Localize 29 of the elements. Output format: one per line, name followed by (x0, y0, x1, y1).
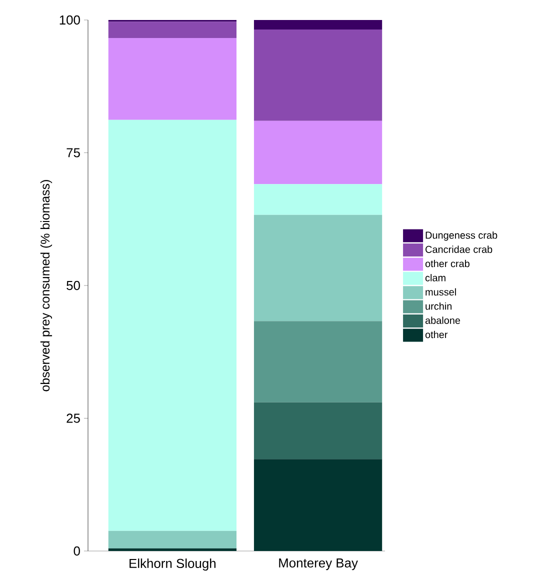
y-tick-label: 25 (66, 414, 80, 423)
bar (254, 30, 382, 121)
x-tick-label: Monterey Bay (279, 558, 358, 570)
legend-label: mussel (426, 288, 456, 296)
y-tick-label: 0 (74, 546, 80, 556)
bar (108, 38, 236, 120)
bar (108, 548, 236, 551)
bar (108, 530, 236, 548)
bar (108, 120, 236, 531)
bar (254, 321, 382, 402)
legend-label: urchin (426, 302, 452, 310)
legend-label: other (425, 330, 448, 338)
legend-label: clam (425, 274, 446, 282)
legend-label: other crab (425, 260, 470, 268)
bar (254, 120, 382, 184)
bar (254, 214, 382, 322)
bar (254, 184, 382, 215)
legend-label: Cancridae crab (426, 246, 492, 253)
bar (108, 22, 236, 38)
y-tick-label: 100 (60, 15, 80, 25)
legend-label: abalone (425, 316, 460, 324)
y-tick-label: 50 (66, 280, 80, 290)
x-tick-label: Elkhorn Slough (130, 558, 216, 571)
y-tick-label: 75 (66, 148, 80, 158)
bar (254, 402, 382, 460)
legend-label: Dungeness crab (426, 231, 498, 241)
bar (254, 459, 382, 551)
bar (254, 20, 382, 30)
y-axis-title: observed prey consumed (% biomass) (40, 180, 52, 392)
